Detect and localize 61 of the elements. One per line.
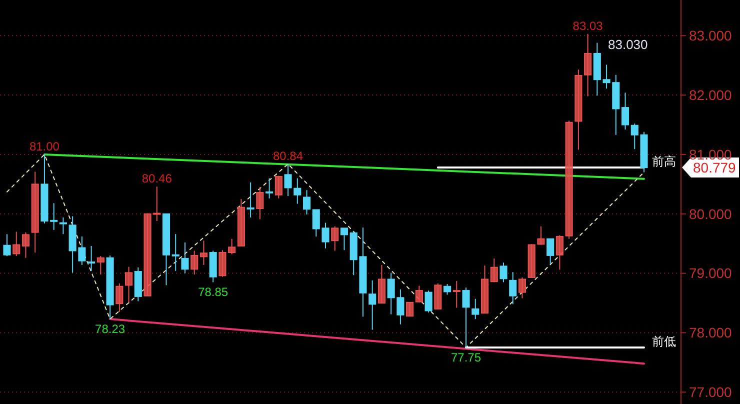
y-tick-label: 78.000 [689, 324, 732, 341]
candlestick [266, 178, 274, 199]
candlestick [116, 282, 124, 312]
annotation: 77.75 [451, 350, 482, 365]
candlestick [3, 234, 11, 257]
annotation: 83.030 [608, 37, 648, 52]
y-tick-label: 83.000 [689, 28, 732, 44]
candlestick [500, 262, 508, 283]
candlestick [172, 234, 180, 272]
y-tick-label: 77.000 [689, 384, 732, 400]
y-tick-label: 79.000 [689, 265, 732, 282]
candlestick [302, 190, 311, 215]
candlestick [452, 280, 460, 308]
candlestick [368, 280, 376, 330]
text: 80.779 [693, 159, 736, 176]
candlestick [246, 182, 254, 218]
annotation: 80.84 [273, 148, 304, 163]
y-tick-label: 80.000 [689, 206, 732, 222]
candlestick [518, 276, 526, 299]
series-label: 前低 [652, 334, 676, 349]
candlestick [218, 250, 226, 278]
candlestick [125, 266, 133, 303]
candlestick [621, 92, 630, 130]
candlestick [378, 264, 386, 304]
candlestick [331, 226, 339, 252]
candlestick [490, 258, 498, 283]
candlestick [537, 226, 545, 246]
candlestick [406, 302, 414, 317]
candlestick [88, 245, 96, 272]
candlestick [556, 234, 564, 270]
annotation: 78.23 [95, 322, 126, 336]
candlestick [96, 256, 104, 275]
candlestick [340, 228, 348, 251]
legend-label: 前高 [652, 154, 676, 169]
candlestick [181, 242, 189, 274]
annotation: 81.00 [29, 139, 60, 154]
candlestick [415, 285, 423, 303]
annotation: 78.85 [198, 285, 228, 300]
candlestick [256, 186, 264, 220]
candlestick [12, 231, 20, 257]
candlestick [228, 238, 236, 255]
y-tick-label: 82.000 [689, 86, 732, 103]
candlestick [274, 175, 282, 199]
candlestick [200, 240, 208, 266]
annotation: 83.03 [572, 18, 604, 33]
candlestick [509, 272, 517, 305]
candlestick [50, 202, 58, 230]
line-series [6, 154, 644, 348]
annotation: 80.46 [142, 172, 172, 186]
candlestick [434, 282, 442, 310]
candlestick [472, 298, 480, 320]
candlestick [444, 283, 452, 296]
candlestick [424, 290, 432, 314]
candlestick [462, 287, 470, 348]
candlestick [294, 178, 302, 204]
candlestick [284, 163, 292, 197]
candlestick [59, 216, 67, 235]
candlestick [546, 238, 554, 264]
candlestick [190, 250, 198, 275]
candlestick [22, 232, 30, 258]
candlestick [584, 33, 592, 97]
